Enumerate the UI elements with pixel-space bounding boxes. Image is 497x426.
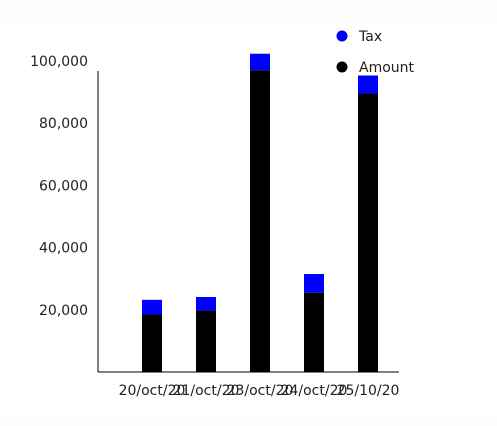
y-tick-label: 100,000 <box>30 54 88 70</box>
bar-tax <box>250 53 270 71</box>
x-tick-label: 21/oct/20 <box>173 383 240 399</box>
legend-label: Amount <box>359 60 415 76</box>
bar-tax <box>304 274 324 293</box>
legend: Tax Amount <box>336 29 415 76</box>
bottom-band <box>0 416 497 426</box>
bar-amount <box>142 314 162 372</box>
bar-amount <box>196 310 216 372</box>
bar-amount <box>250 70 270 372</box>
x-tick-label: 20/oct/20 <box>119 383 186 399</box>
y-tick-label: 80,000 <box>39 116 88 132</box>
legend-label: Tax <box>358 29 382 45</box>
bar-amount <box>358 93 378 373</box>
bar-tax <box>358 75 378 94</box>
x-tick-label: 23/oct/20 <box>227 383 294 399</box>
bar-amount <box>304 292 324 372</box>
x-axis: 20/oct/2021/oct/2023/oct/2024/oct/2025/1… <box>98 371 400 399</box>
y-tick-label: 40,000 <box>39 241 88 257</box>
y-tick-label: 60,000 <box>39 178 88 194</box>
bar-tax <box>142 299 162 315</box>
legend-marker <box>336 61 348 73</box>
bars <box>142 53 378 373</box>
x-tick-label: 25/10/20 <box>337 383 400 399</box>
bar-tax <box>196 297 216 311</box>
y-axis: 20,000 40,000 60,000 80,000 100,000 <box>30 54 99 372</box>
y-tick-label: 20,000 <box>39 303 88 319</box>
x-tick-label: 24/oct/20 <box>281 383 348 399</box>
legend-marker <box>336 30 348 42</box>
top-band <box>0 0 497 24</box>
